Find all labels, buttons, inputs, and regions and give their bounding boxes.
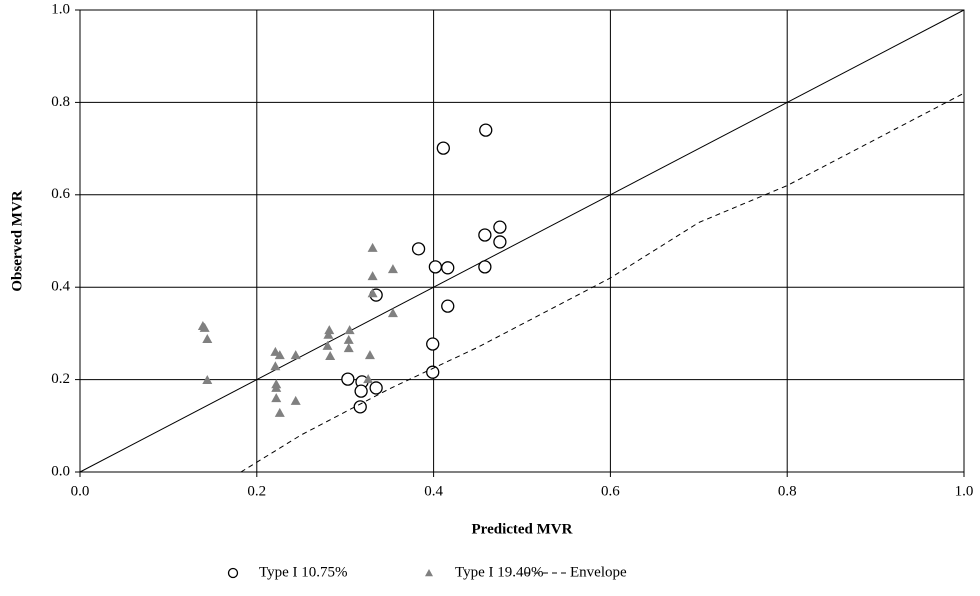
data-point	[436, 141, 450, 155]
data-point	[426, 337, 440, 351]
data-point	[202, 333, 213, 343]
x-tick-label: 0.4	[424, 483, 443, 499]
legend-swatch	[227, 567, 239, 579]
data-point	[199, 322, 210, 332]
y-tick-label: 0.0	[51, 463, 70, 479]
legend-label: Type I 19.40%	[455, 564, 544, 580]
data-point	[367, 288, 378, 298]
data-point	[344, 325, 355, 335]
data-point	[364, 350, 375, 360]
y-tick-label: 0.2	[51, 371, 70, 387]
legend-swatch	[425, 569, 433, 577]
data-point	[367, 242, 378, 252]
y-tick-label: 0.8	[51, 94, 70, 110]
data-point	[325, 351, 336, 361]
data-point	[441, 261, 455, 275]
data-point	[428, 260, 443, 274]
data-point	[341, 372, 355, 386]
data-point	[367, 271, 378, 281]
data-point	[478, 228, 492, 242]
data-point	[274, 350, 285, 360]
y-axis-title: Observed MVR	[9, 190, 25, 291]
data-point	[274, 407, 285, 417]
legend-label: Envelope	[570, 564, 627, 580]
data-point	[441, 299, 455, 313]
y-tick-label: 1.0	[51, 1, 70, 17]
x-tick-label: 1.0	[955, 483, 974, 499]
data-point	[353, 400, 367, 414]
data-point	[387, 264, 398, 274]
data-point	[493, 235, 507, 249]
envelope-line	[240, 92, 965, 473]
data-point	[271, 393, 282, 403]
data-point	[369, 381, 383, 395]
data-point	[343, 334, 354, 344]
data-point	[363, 374, 374, 384]
data-point	[202, 375, 213, 385]
data-point	[411, 242, 426, 256]
x-tick-label: 0.6	[601, 483, 620, 499]
data-point	[270, 361, 281, 371]
data-point	[426, 365, 440, 379]
y-tick-label: 0.4	[51, 279, 70, 295]
legend-label: Type I 10.75%	[259, 564, 348, 580]
data-point	[323, 329, 334, 339]
data-point	[354, 384, 368, 398]
x-axis-title: Predicted MVR	[472, 521, 573, 537]
data-point	[322, 340, 333, 350]
data-point	[343, 343, 354, 353]
data-point	[387, 308, 398, 318]
reference-line	[79, 9, 965, 473]
x-tick-label: 0.8	[778, 483, 797, 499]
data-point	[479, 123, 493, 137]
data-point	[271, 382, 282, 392]
data-point	[290, 395, 301, 405]
data-point	[324, 325, 335, 335]
data-point	[478, 260, 492, 274]
x-tick-label: 0.2	[247, 483, 266, 499]
y-tick-label: 0.6	[51, 186, 70, 202]
x-tick-label: 0.0	[71, 483, 90, 499]
data-point	[493, 220, 507, 234]
data-point	[290, 350, 301, 360]
